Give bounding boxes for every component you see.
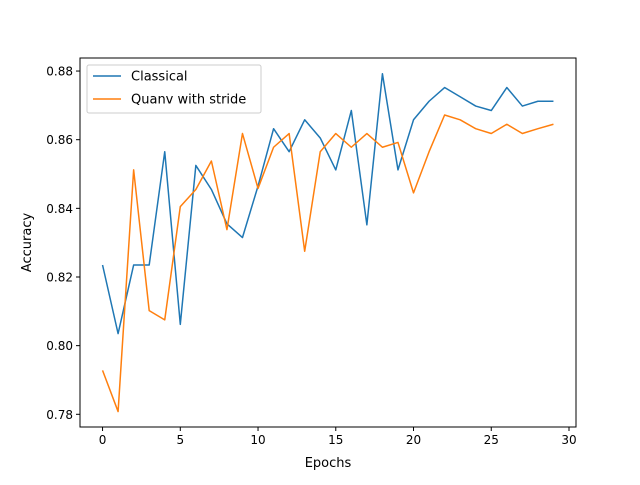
y-tick-label: 0.88 <box>46 65 73 79</box>
legend-box <box>86 64 262 114</box>
x-tick-label: 25 <box>484 433 499 447</box>
x-tick-label: 15 <box>328 433 343 447</box>
x-tick-label: 0 <box>99 433 107 447</box>
x-tick-label: 30 <box>561 433 576 447</box>
x-tick-label: 10 <box>250 433 265 447</box>
y-tick-label: 0.80 <box>46 339 73 353</box>
x-tick-label: 5 <box>176 433 184 447</box>
x-axis-label: Epochs <box>305 456 352 471</box>
x-tick-label: 20 <box>406 433 421 447</box>
y-axis-label: Accuracy <box>20 213 35 273</box>
y-tick-label: 0.78 <box>46 408 73 422</box>
plot-lines <box>101 73 554 413</box>
y-tick-label: 0.82 <box>46 270 73 284</box>
y-tick-label: 0.86 <box>46 133 73 147</box>
axes-frame <box>79 57 577 428</box>
legend: Classical Quanv with stride <box>86 64 262 114</box>
x-axis: 0 5 10 15 20 25 30 <box>99 427 577 447</box>
y-axis: 0.78 0.80 0.82 0.84 0.86 0.88 <box>46 65 80 422</box>
legend-label-classical: Classical <box>131 70 188 85</box>
series-line-0 <box>101 73 554 335</box>
legend-label-quanv: Quanv with stride <box>131 93 246 108</box>
y-tick-label: 0.84 <box>46 202 73 216</box>
series-line-1 <box>101 114 554 413</box>
